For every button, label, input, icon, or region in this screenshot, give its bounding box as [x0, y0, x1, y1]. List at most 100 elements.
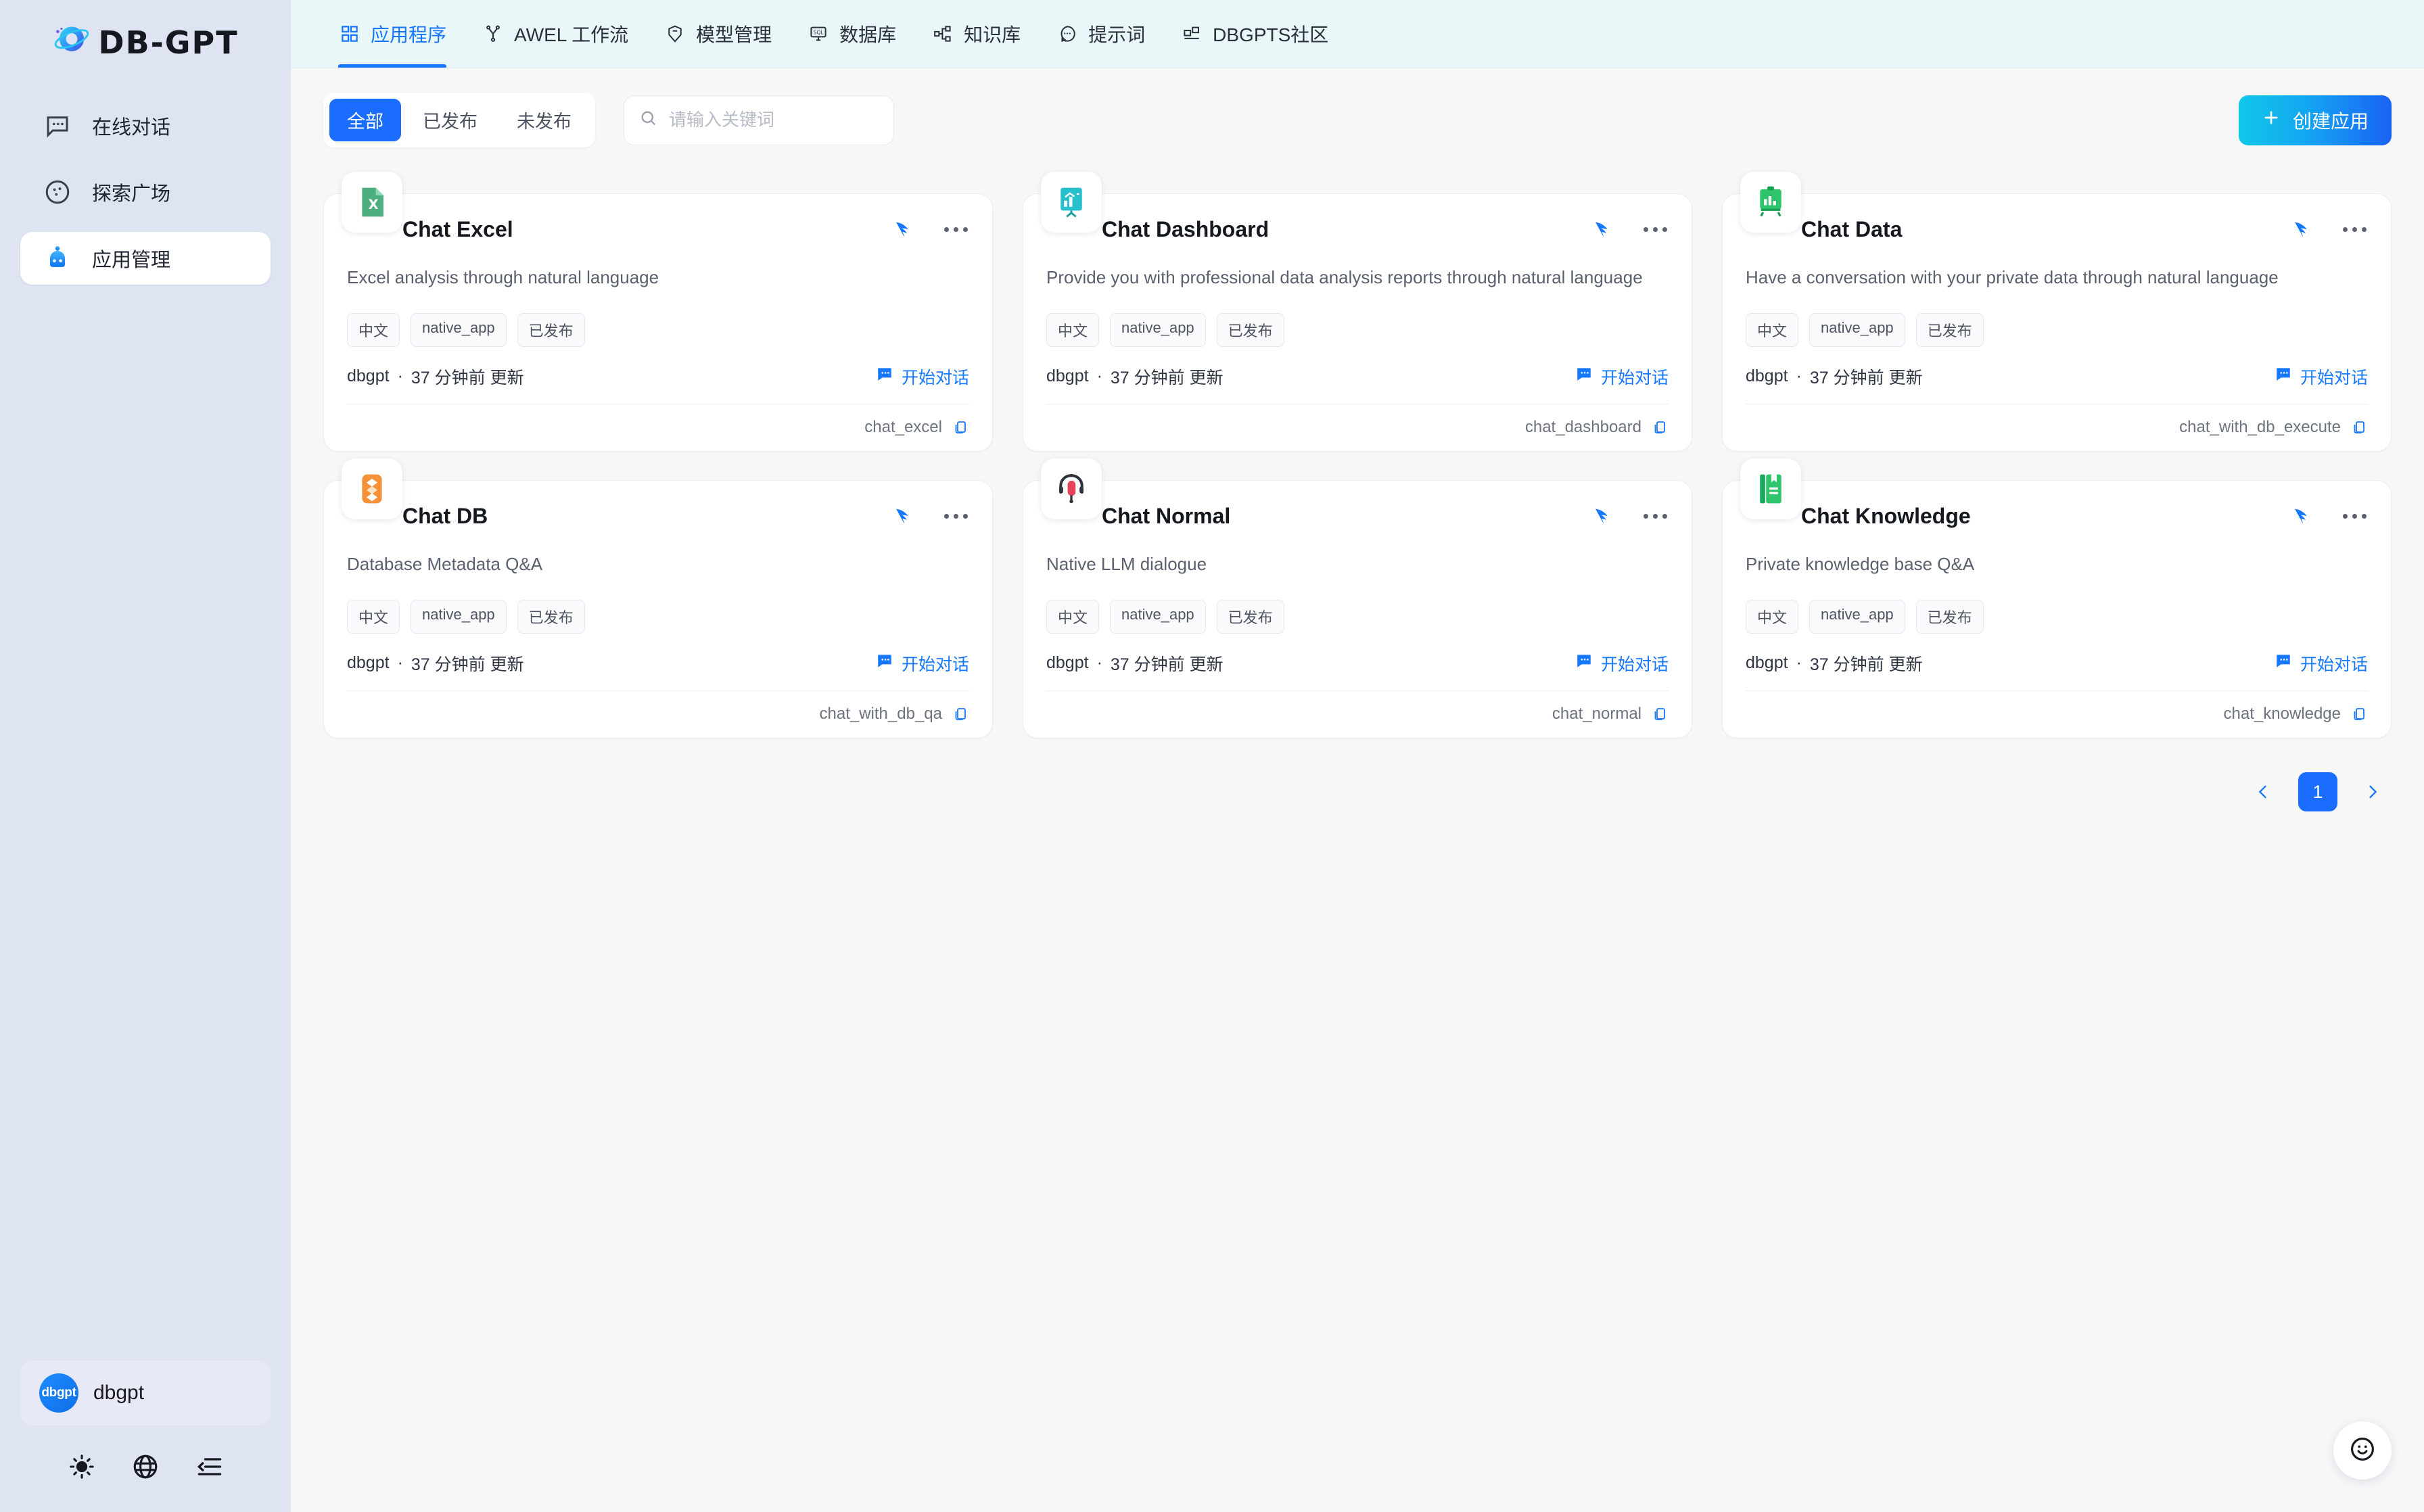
globe-icon[interactable] [127, 1448, 164, 1485]
tab-database[interactable]: SQL 数据库 [789, 0, 914, 68]
meta-separator: · [1796, 367, 1802, 386]
app-card[interactable]: Chat DB Database Metadata Q&A [323, 458, 993, 738]
copy-icon[interactable] [952, 705, 969, 723]
card-title: Chat Dashboard [1102, 217, 1269, 242]
start-chat-button[interactable]: 开始对话 [876, 364, 969, 389]
card-footer: chat_with_db_qa [347, 690, 969, 738]
smiley-icon [2348, 1434, 2377, 1467]
book-icon [1740, 458, 1801, 519]
copy-icon[interactable] [1651, 705, 1669, 723]
sidebar-item-label: 应用管理 [92, 250, 171, 271]
tab-awel-workflow[interactable]: AWEL 工作流 [464, 0, 646, 68]
tab-dbgpts-community[interactable]: DBGPTS社区 [1163, 0, 1346, 68]
sidebar: DB-GPT 在线对话 [0, 0, 291, 1512]
filter-all[interactable]: 全部 [329, 99, 401, 141]
tab-label: AWEL 工作流 [514, 24, 629, 45]
copy-icon[interactable] [1651, 419, 1669, 436]
sidebar-item-app-management[interactable]: 应用管理 [20, 232, 271, 285]
tab-applications[interactable]: 应用程序 [321, 0, 464, 68]
tag-language: 中文 [1746, 312, 1799, 347]
search-input[interactable] [669, 110, 879, 131]
card-more-menu-icon[interactable] [2341, 509, 2368, 524]
card-description: Provide you with professional data analy… [1046, 266, 1643, 287]
collapse-icon[interactable] [191, 1448, 227, 1485]
card-title: Chat Knowledge [1801, 504, 1971, 529]
start-chat-label: 开始对话 [901, 368, 969, 387]
planet-ring-icon [52, 21, 91, 64]
card-more-menu-icon[interactable] [1642, 222, 1669, 237]
brand-logo[interactable]: DB-GPT [0, 0, 291, 85]
tag-type: native_app [1809, 599, 1905, 634]
copy-icon[interactable] [952, 419, 969, 436]
copy-icon[interactable] [2350, 705, 2368, 723]
blocks-icon [1180, 22, 1203, 45]
published-flag-icon[interactable] [890, 217, 916, 243]
tag-language: 中文 [347, 312, 400, 347]
card-more-menu-icon[interactable] [1642, 509, 1669, 524]
chevron-left-icon[interactable] [2244, 773, 2282, 811]
app-card[interactable]: Chat Data Have a conversation with [1722, 172, 2392, 452]
sidebar-item-label: 探索广场 [92, 183, 171, 205]
start-chat-button[interactable]: 开始对话 [2275, 651, 2368, 676]
start-chat-button[interactable]: 开始对话 [1575, 651, 1669, 676]
search-box[interactable] [624, 95, 894, 145]
tag-type: native_app [1110, 599, 1206, 634]
compass-face-icon [42, 176, 73, 208]
app-card[interactable]: Chat Normal Native LLM dialogue [1023, 458, 1692, 738]
card-header: Chat Knowledge [1746, 481, 2368, 552]
published-flag-icon[interactable] [2289, 217, 2314, 243]
main-area: 应用程序 AWEL 工作流 模型管理 [291, 0, 2424, 1512]
tag-language: 中文 [1046, 312, 1100, 347]
card-more-menu-icon[interactable] [2341, 222, 2368, 237]
card-updated: 37 分钟前 更新 [411, 368, 524, 387]
start-chat-button[interactable]: 开始对话 [2275, 364, 2368, 389]
card-tags: 中文 native_app 已发布 [347, 312, 969, 347]
start-chat-label: 开始对话 [901, 655, 969, 674]
card-more-menu-icon[interactable] [943, 222, 969, 237]
svg-text:X: X [369, 197, 379, 212]
tab-knowledge-base[interactable]: 知识库 [914, 0, 1038, 68]
sidebar-item-explore[interactable]: 探索广场 [20, 166, 271, 218]
search-icon [639, 109, 658, 131]
card-header: Chat DB [347, 481, 969, 552]
card-meta: dbgpt · 37 分钟前 更新 开始对话 [347, 651, 969, 676]
start-chat-button[interactable]: 开始对话 [876, 651, 969, 676]
branch-icon [482, 22, 505, 45]
tab-label: 应用程序 [371, 24, 447, 45]
layers-icon [342, 458, 402, 519]
tab-model-management[interactable]: 模型管理 [646, 0, 789, 68]
card-tags: 中文 native_app 已发布 [347, 599, 969, 634]
grid-squares-icon [338, 22, 361, 45]
tag-status: 已发布 [517, 312, 585, 347]
filter-unpublished[interactable]: 未发布 [517, 112, 572, 132]
chevron-right-icon[interactable] [2354, 773, 2392, 811]
published-flag-icon[interactable] [890, 504, 916, 529]
tab-prompt[interactable]: 提示词 [1038, 0, 1163, 68]
feedback-button[interactable] [2333, 1421, 2392, 1480]
user-card[interactable]: dbgpt dbgpt [20, 1361, 271, 1425]
app-card[interactable]: X Chat Excel [323, 172, 993, 452]
card-meta: dbgpt · 37 分钟前 更新 开始对话 [347, 364, 969, 389]
sun-icon[interactable] [64, 1448, 100, 1485]
plus-icon [2262, 108, 2281, 132]
card-footer: chat_normal [1046, 690, 1669, 738]
card-more-menu-icon[interactable] [943, 509, 969, 524]
published-flag-icon[interactable] [1589, 217, 1615, 243]
sidebar-item-online-chat[interactable]: 在线对话 [20, 99, 271, 152]
sql-monitor-icon: SQL [807, 22, 830, 45]
copy-icon[interactable] [2350, 419, 2368, 436]
card-updated: 37 分钟前 更新 [1809, 655, 1923, 674]
app-card[interactable]: Chat Dashboard Provide you with pro [1023, 172, 1692, 452]
published-flag-icon[interactable] [1589, 504, 1615, 529]
page-number-1[interactable]: 1 [2298, 772, 2337, 811]
create-app-button[interactable]: 创建应用 [2238, 95, 2392, 145]
app-card[interactable]: Chat Knowledge Private knowledge ba [1722, 458, 2392, 738]
top-nav: 应用程序 AWEL 工作流 模型管理 [291, 0, 2424, 68]
published-flag-icon[interactable] [2289, 504, 2314, 529]
start-chat-button[interactable]: 开始对话 [1575, 364, 1669, 389]
card-updated: 37 分钟前 更新 [1110, 368, 1223, 387]
filter-published[interactable]: 已发布 [423, 112, 477, 132]
toolbar: 全部 已发布 未发布 [323, 93, 2392, 147]
dashboard-easel-icon [1041, 172, 1102, 233]
